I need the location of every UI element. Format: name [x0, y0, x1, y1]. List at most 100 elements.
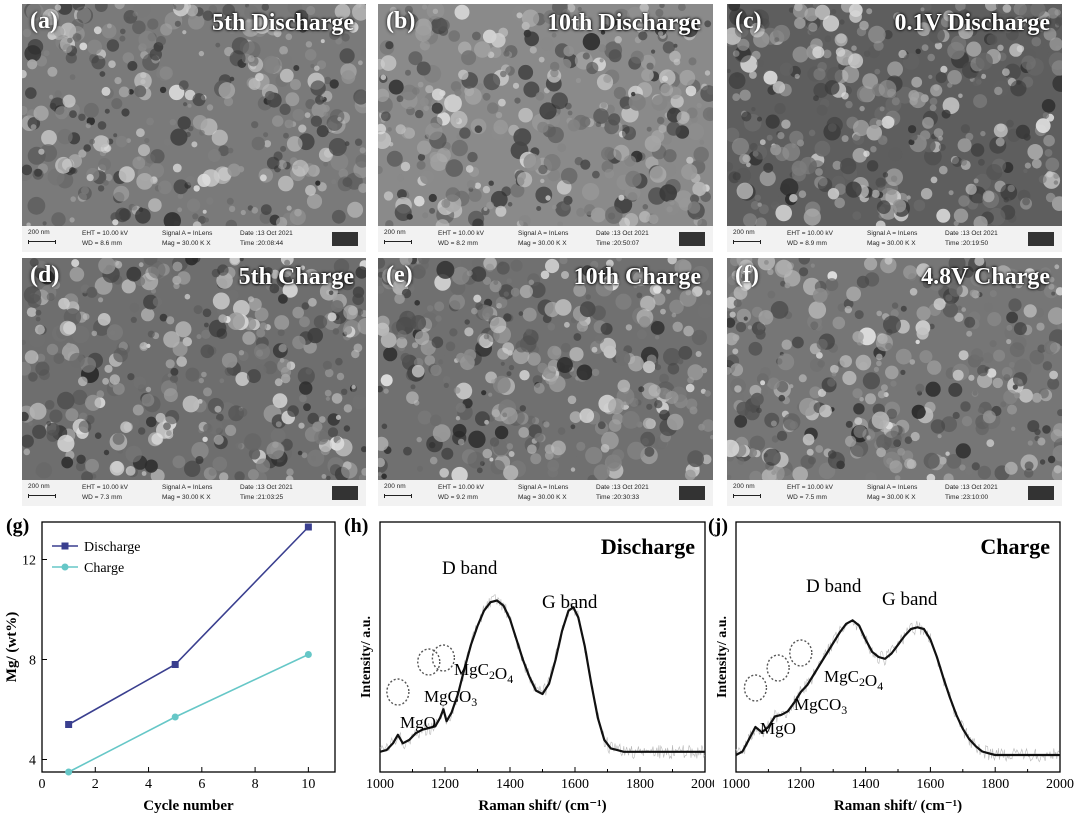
sem-info-mag: Mag = 30.00 K X — [518, 240, 567, 247]
annotation-mgc2o4: MgC2O4 — [824, 667, 883, 693]
sem-info-wd: WD = 8.9 mm — [787, 240, 827, 247]
series-line-discharge — [68, 526, 309, 726]
sem-info-bar: 200 nm EHT = 10.00 kV WD = 8.6 mm Signal A … — [22, 226, 366, 252]
sem-panel-f: (f) 4.8V Charge 200 nm EHT = 10.00 kV WD = 7… — [727, 258, 1062, 506]
sem-info-bar: 200 nm EHT = 10.00 kV WD = 7.5 mm Signal A … — [727, 480, 1062, 506]
y-axis-label: Intensity/ a.u. — [715, 616, 730, 698]
sem-info-date: Date :13 Oct 2021 — [240, 230, 293, 237]
x-axis-label: Raman shift/ (cm⁻¹) — [834, 798, 962, 814]
zeiss-logo — [679, 486, 705, 500]
sem-info-wd: WD = 9.2 mm — [438, 494, 478, 501]
sem-info-time: Time :20:08:44 — [240, 240, 284, 247]
scale-bar — [733, 494, 761, 498]
peak-circle — [789, 639, 813, 667]
sem-info-scale: 200 nm — [733, 229, 755, 236]
sem-info-time: Time :20:19:50 — [945, 240, 989, 247]
sem-info-mag: Mag = 30.00 K X — [162, 494, 211, 501]
x-tick-label: 1000 — [722, 777, 750, 792]
zeiss-logo — [679, 232, 705, 246]
sem-info-bar: 200 nm EHT = 10.00 kV WD = 9.2 mm Signal A … — [378, 480, 713, 506]
sem-info-date: Date :13 Oct 2021 — [945, 230, 998, 237]
peak-circle — [431, 644, 456, 672]
sem-panel-label: (a) — [30, 8, 58, 34]
sem-panel-e: (e) 10th Charge 200 nm EHT = 10.00 kV WD = 9… — [378, 258, 713, 506]
sem-info-scale: 200 nm — [28, 229, 50, 236]
sem-info-date: Date :13 Oct 2021 — [596, 484, 649, 491]
x-tick-label: 1800 — [626, 777, 654, 792]
x-axis-label: Cycle number — [143, 798, 234, 814]
chart-j: (j) Charge 1000 1200 1400 1600 1800 2000 Raman s… — [700, 510, 1080, 823]
sem-panel-title: 4.8V Charge — [921, 264, 1050, 290]
sem-panel-label: (c) — [735, 8, 762, 34]
chart-title: Discharge — [601, 534, 695, 559]
zeiss-logo — [332, 486, 358, 500]
sem-info-eht: EHT = 10.00 kV — [787, 484, 833, 491]
peak-circle — [766, 654, 790, 682]
sem-micrograph-texture — [22, 258, 366, 480]
sem-info-scale: 200 nm — [384, 483, 406, 490]
data-point — [171, 713, 179, 721]
sem-micrograph-texture — [22, 4, 366, 226]
zeiss-logo — [1028, 486, 1054, 500]
sem-info-time: Time :23:10:00 — [945, 494, 989, 501]
sem-panel-title: 0.1V Discharge — [894, 10, 1050, 36]
sem-info-time: Time :21:03:25 — [240, 494, 284, 501]
sem-info-signal: Signal A = InLens — [162, 484, 213, 491]
scale-bar — [28, 494, 56, 498]
y-axis-label: Intensity/ a.u. — [359, 616, 374, 698]
data-point — [304, 523, 312, 531]
peak-circle — [417, 648, 441, 676]
sem-panel-d: (d) 5th Charge 200 nm EHT = 10.00 kV WD = 7.… — [22, 258, 366, 506]
sem-panel-title: 10th Charge — [573, 264, 701, 290]
sem-info-bar: 200 nm EHT = 10.00 kV WD = 7.3 mm Signal A … — [22, 480, 366, 506]
zeiss-logo — [1028, 232, 1054, 246]
annotation-mgco3: MgCO3 — [424, 687, 477, 709]
peak-circle — [743, 674, 768, 702]
scale-bar — [28, 240, 56, 244]
sem-panel-label: (d) — [30, 262, 60, 288]
sem-panel-b: (b) 10th Discharge 200 nm EHT = 10.00 kV WD … — [378, 4, 713, 252]
sem-info-mag: Mag = 30.00 K X — [867, 494, 916, 501]
sem-info-mag: Mag = 30.00 K X — [162, 240, 211, 247]
sem-info-wd: WD = 7.3 mm — [82, 494, 122, 501]
sem-info-wd: WD = 7.5 mm — [787, 494, 827, 501]
data-point — [304, 651, 312, 658]
sem-info-signal: Signal A = InLens — [867, 230, 918, 237]
y-tick-label: 8 — [29, 654, 36, 669]
annotation-g-band: G band — [542, 592, 598, 613]
x-tick-label: 0 — [39, 777, 46, 792]
x-tick-label: 2 — [92, 777, 99, 792]
sem-info-scale: 200 nm — [384, 229, 406, 236]
x-tick-label: 1600 — [561, 777, 589, 792]
sem-info-wd: WD = 8.6 mm — [82, 240, 122, 247]
sem-panel-title: 5th Charge — [238, 264, 354, 290]
sem-info-bar: 200 nm EHT = 10.00 kV WD = 8.9 mm Signal A … — [727, 226, 1062, 252]
sem-info-eht: EHT = 10.00 kV — [787, 230, 833, 237]
raw-spectrum — [379, 593, 705, 760]
annotation-d-band: D band — [806, 576, 862, 597]
sem-info-scale: 200 nm — [733, 483, 755, 490]
annotation-mgc2o4: MgC2O4 — [454, 660, 513, 686]
sem-micrograph-texture — [378, 4, 713, 226]
legend-label: Discharge — [84, 540, 141, 555]
x-tick-label: 8 — [252, 777, 259, 792]
data-point — [171, 661, 179, 668]
sem-info-signal: Signal A = InLens — [518, 484, 569, 491]
y-tick-label: 12 — [22, 554, 36, 569]
x-tick-label: 4 — [145, 777, 152, 792]
y-tick-label: 4 — [29, 754, 36, 769]
x-tick-label: 1400 — [496, 777, 524, 792]
annotation-mgo: MgO — [400, 713, 436, 732]
x-axis-label: Raman shift/ (cm⁻¹) — [478, 798, 606, 814]
sem-info-mag: Mag = 30.00 K X — [518, 494, 567, 501]
sem-info-eht: EHT = 10.00 kV — [438, 230, 484, 237]
sem-info-signal: Signal A = InLens — [162, 230, 213, 237]
chart-j-svg: (j) Charge 1000 1200 1400 1600 1800 2000 Raman s… — [708, 515, 1074, 814]
sem-panel-c: (c) 0.1V Discharge 200 nm EHT = 10.00 kV WD … — [727, 4, 1062, 252]
data-point — [65, 768, 73, 776]
sem-info-time: Time :20:50:07 — [596, 240, 640, 247]
annotation-mgo: MgO — [760, 719, 796, 738]
sem-info-scale: 200 nm — [28, 483, 50, 490]
sem-micrograph-texture — [378, 258, 713, 480]
plot-frame — [379, 521, 706, 773]
